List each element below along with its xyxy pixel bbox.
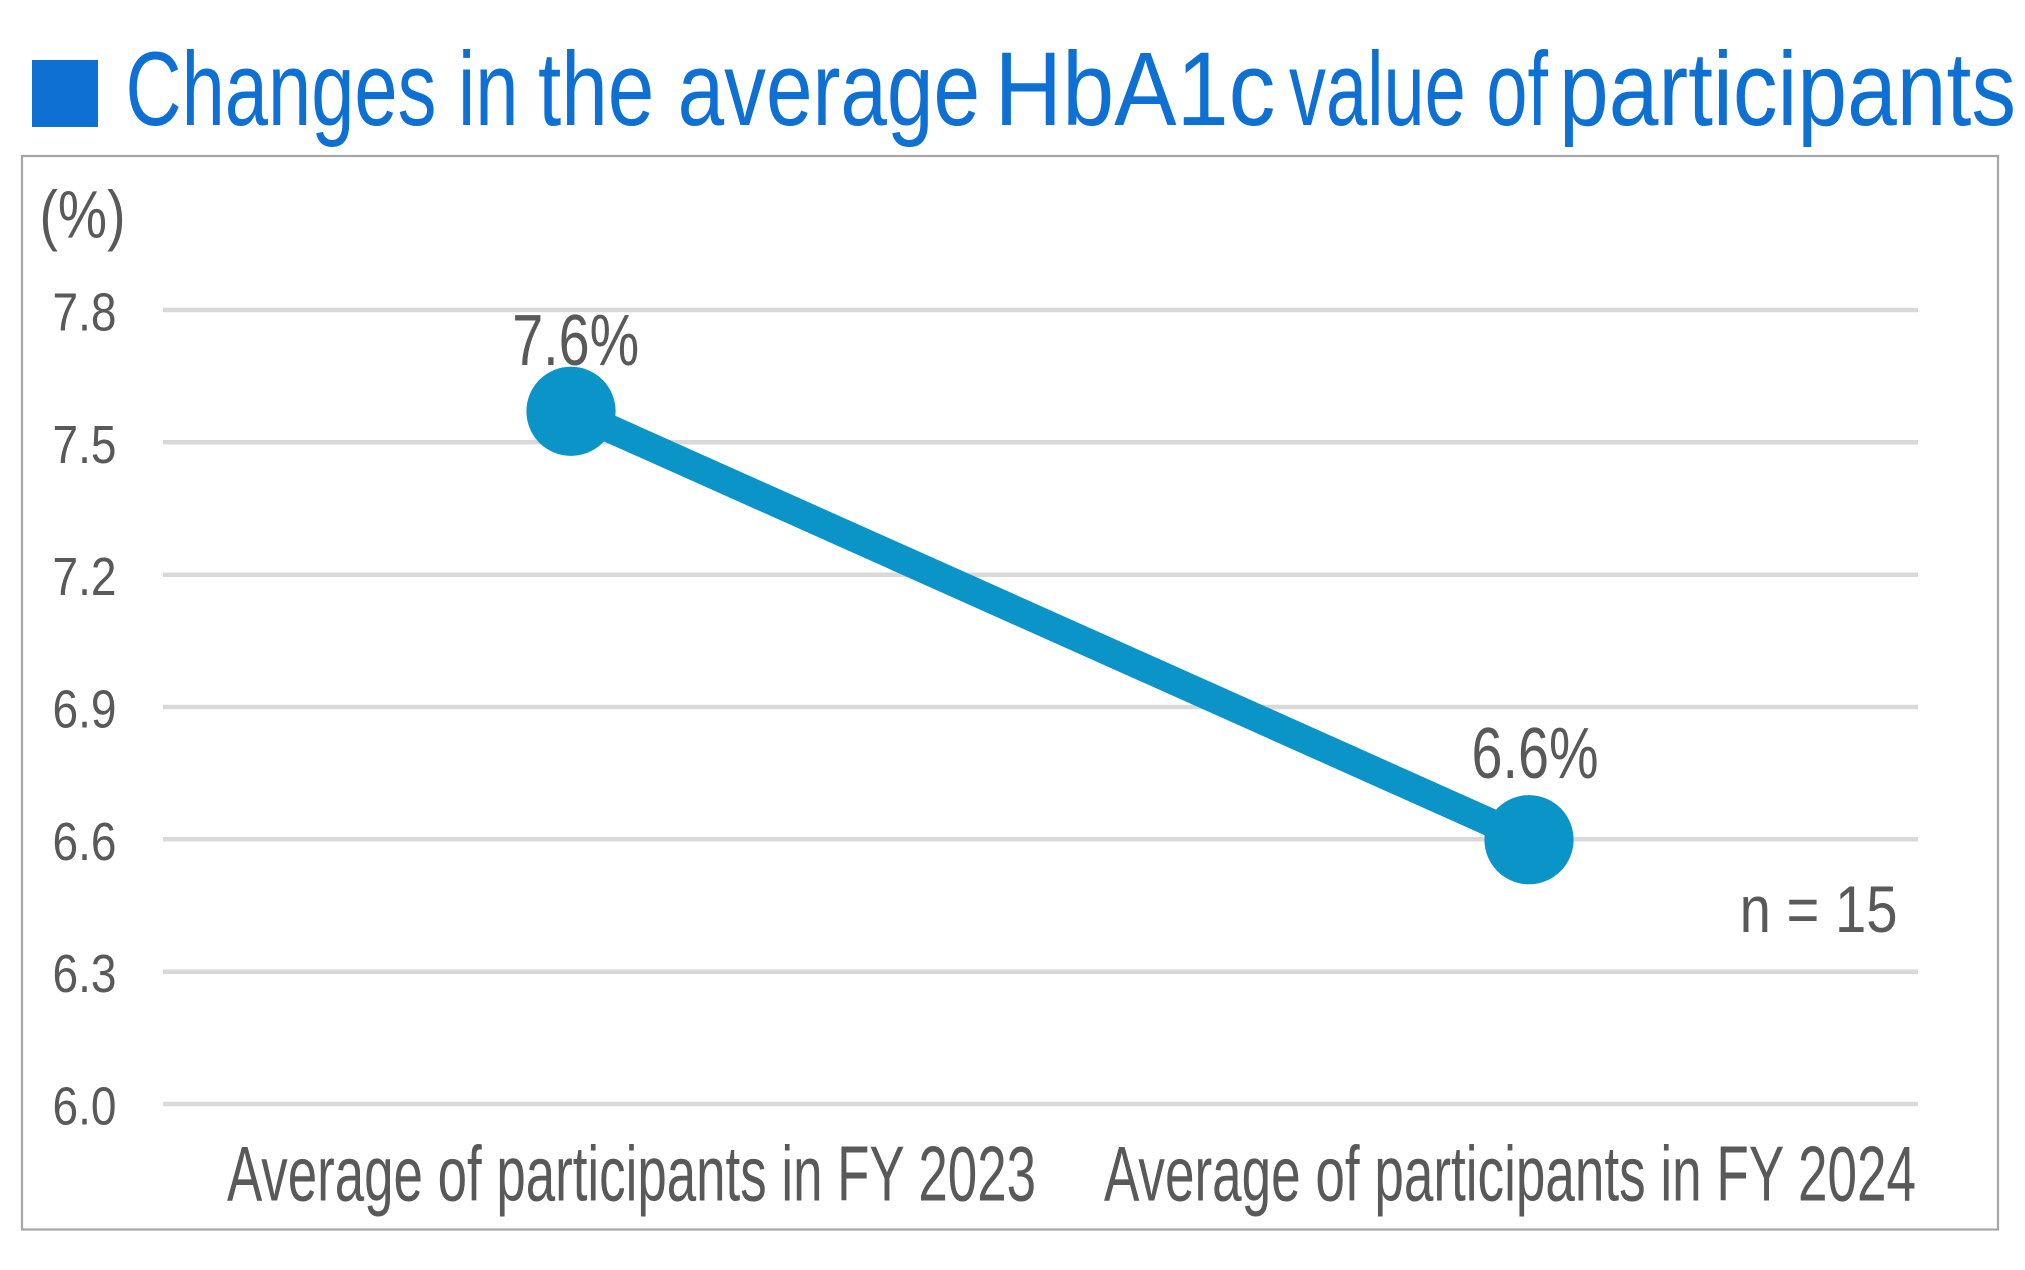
svg-text:HbA1c: HbA1c [995, 31, 1276, 148]
svg-text:6.0: 6.0 [53, 1078, 117, 1137]
svg-text:7.5: 7.5 [53, 416, 117, 475]
svg-text:6.9: 6.9 [53, 681, 117, 740]
svg-text:6.6%: 6.6% [1472, 714, 1599, 794]
svg-text:7.2: 7.2 [53, 548, 117, 607]
svg-text:participants: participants [1559, 31, 2016, 148]
svg-text:6.6: 6.6 [53, 813, 117, 872]
svg-text:Changes in: Changes in [126, 31, 519, 148]
svg-text:Average of participants in FY: Average of participants in FY 2023 [227, 1131, 1036, 1217]
svg-text:7.6%: 7.6% [512, 301, 639, 381]
svg-text:the average: the average [538, 31, 980, 148]
svg-text:(%): (%) [40, 178, 126, 253]
svg-text:7.8: 7.8 [53, 284, 117, 343]
svg-text:value of: value of [1289, 31, 1549, 148]
svg-text:n = 15: n = 15 [1740, 872, 1898, 946]
svg-text:6.3: 6.3 [53, 945, 117, 1004]
svg-text:Average of participants in FY: Average of participants in FY 2024 [1104, 1131, 1916, 1217]
